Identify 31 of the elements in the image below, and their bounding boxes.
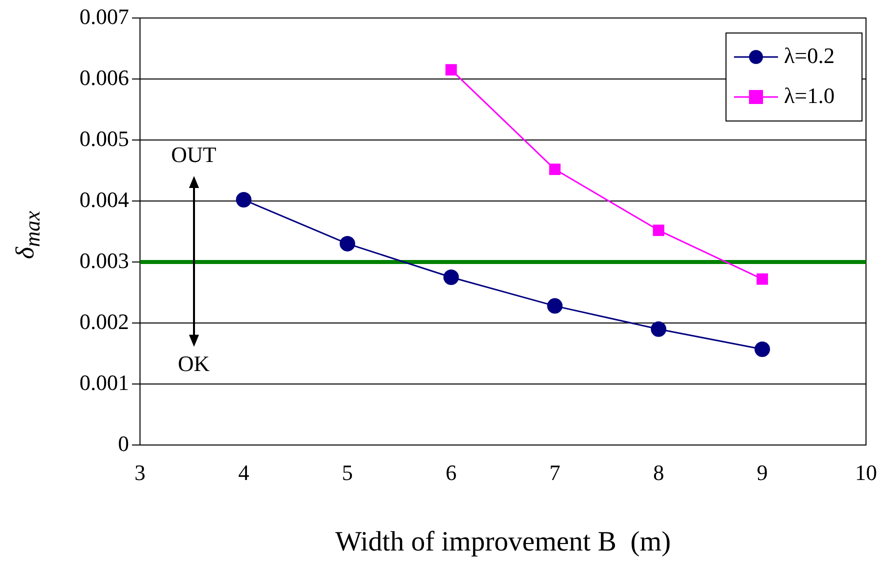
point [652, 224, 664, 236]
legend-label: λ=1.0 [784, 82, 835, 108]
y-tick-label: 0.004 [80, 186, 129, 212]
point [443, 270, 459, 285]
y-tick-label: 0.002 [80, 308, 129, 334]
point [340, 236, 356, 252]
x-tick-label: 7 [549, 460, 560, 485]
point [445, 64, 457, 76]
y-tick-label: 0.006 [80, 64, 129, 90]
x-axis-title: Width of improvement B (m) [335, 526, 671, 558]
x-tick-label: 6 [446, 460, 457, 485]
y-tick-label: 0.007 [80, 4, 129, 29]
x-tick-label: 4 [238, 460, 250, 485]
point [549, 164, 561, 175]
point [547, 298, 563, 314]
annotation: OUT [171, 142, 216, 168]
y-tick-label: 0 [118, 430, 129, 456]
y-tick-label: 0.001 [80, 370, 129, 395]
point [756, 273, 768, 285]
x-tick-label: 10 [855, 460, 877, 485]
x-tick-label: 9 [756, 460, 768, 485]
y-tick-label: 0.005 [80, 126, 129, 151]
x-tick-label: 8 [653, 460, 664, 485]
x-tick-label: 5 [342, 460, 353, 485]
legend-label: λ=0.2 [784, 42, 835, 68]
y-tick-label: 0.003 [80, 248, 129, 273]
point [236, 192, 252, 208]
x-tick-label: 3 [134, 460, 146, 485]
point [754, 341, 770, 357]
annotation: OK [178, 350, 210, 377]
point [650, 321, 666, 337]
